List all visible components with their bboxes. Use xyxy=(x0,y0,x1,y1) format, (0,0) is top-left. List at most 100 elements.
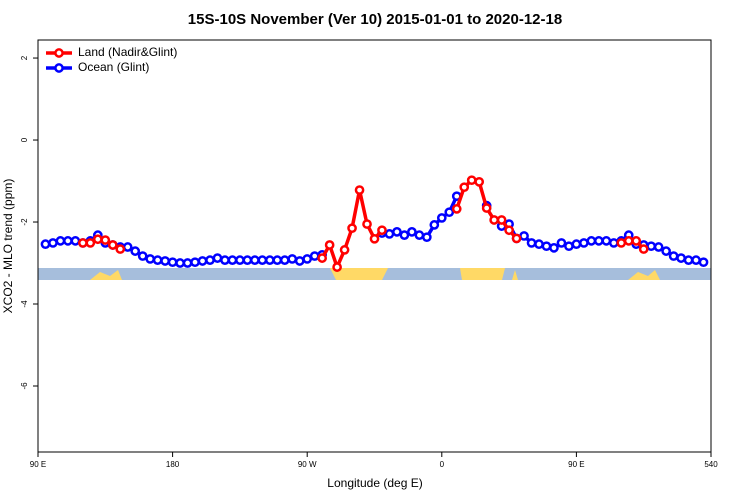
x-tick-label: 180 xyxy=(166,460,180,469)
point xyxy=(586,236,597,246)
point xyxy=(227,255,238,265)
chart-title: 15S-10S November (Ver 10) 2015-01-01 to … xyxy=(188,11,562,28)
point xyxy=(212,253,223,263)
point xyxy=(481,203,492,213)
point xyxy=(48,238,58,248)
point xyxy=(107,240,118,250)
point xyxy=(579,238,589,248)
series xyxy=(40,191,709,268)
x-tick-label: 90 E xyxy=(568,460,584,469)
point xyxy=(175,258,185,268)
point xyxy=(549,242,559,253)
point xyxy=(392,227,402,237)
point xyxy=(294,256,305,266)
point xyxy=(145,254,156,264)
plot-frame xyxy=(37,39,712,453)
point xyxy=(496,215,507,225)
point xyxy=(661,246,671,256)
point xyxy=(399,230,410,240)
point xyxy=(377,225,387,236)
point xyxy=(698,257,709,268)
point xyxy=(152,255,163,265)
point xyxy=(459,182,470,193)
point xyxy=(85,238,96,248)
point xyxy=(631,236,642,246)
x-tick-label: 0 xyxy=(440,460,445,469)
land-patch xyxy=(628,270,660,280)
point xyxy=(668,251,679,261)
series xyxy=(78,175,649,272)
point xyxy=(556,238,567,248)
point xyxy=(78,238,88,248)
point xyxy=(264,255,275,265)
point xyxy=(55,236,66,246)
point xyxy=(526,238,537,248)
point xyxy=(309,251,320,261)
point xyxy=(235,255,245,265)
point xyxy=(160,256,170,266)
point xyxy=(130,246,141,256)
point xyxy=(40,239,51,250)
point xyxy=(242,255,253,265)
point xyxy=(466,175,477,186)
point xyxy=(137,251,148,261)
point xyxy=(489,215,499,225)
point xyxy=(287,254,298,264)
point xyxy=(564,241,574,252)
y-axis-label: XCO2 - MLO trend (ppm) xyxy=(1,179,15,314)
point xyxy=(317,253,328,263)
point xyxy=(100,235,111,245)
point xyxy=(250,255,260,265)
y-tick-label: 2 xyxy=(20,55,29,60)
point xyxy=(519,231,529,241)
point xyxy=(279,255,290,265)
point xyxy=(92,234,103,245)
x-tick-label: 90 W xyxy=(298,460,317,469)
point xyxy=(616,238,627,248)
land-patch xyxy=(90,270,122,280)
point xyxy=(220,255,230,265)
point xyxy=(339,245,350,255)
point xyxy=(257,255,268,265)
y-tick-label: 0 xyxy=(20,137,29,142)
x-axis-label: Longitude (deg E) xyxy=(327,476,422,490)
point xyxy=(676,253,686,263)
point xyxy=(429,220,440,230)
surface-band xyxy=(38,268,711,280)
point xyxy=(638,244,649,254)
land-patch xyxy=(460,268,505,280)
point xyxy=(354,185,365,195)
point xyxy=(332,262,342,272)
point xyxy=(122,242,133,252)
point xyxy=(324,240,335,250)
point xyxy=(451,204,462,214)
point xyxy=(70,236,81,246)
point xyxy=(414,230,425,240)
point xyxy=(436,213,447,223)
y-tick-label: -4 xyxy=(20,300,29,308)
point xyxy=(571,239,582,250)
y-tick-label: -2 xyxy=(20,218,29,226)
legend-marker xyxy=(54,48,64,58)
y-tick-label: -6 xyxy=(20,382,29,390)
land-patch xyxy=(512,270,518,280)
point xyxy=(683,255,694,265)
point xyxy=(601,236,612,246)
legend-label: Ocean (Glint) xyxy=(78,60,149,74)
point xyxy=(190,257,200,268)
point xyxy=(593,236,604,246)
point xyxy=(205,255,215,265)
point xyxy=(608,238,619,248)
point xyxy=(302,254,313,264)
point xyxy=(272,255,283,265)
point xyxy=(504,225,514,236)
point xyxy=(511,233,522,244)
x-tick-label: 540 xyxy=(704,460,718,469)
point xyxy=(421,232,432,243)
point xyxy=(197,256,208,266)
point xyxy=(347,223,357,234)
land-patch xyxy=(330,268,388,280)
point xyxy=(182,258,193,268)
legend-marker xyxy=(54,63,64,73)
